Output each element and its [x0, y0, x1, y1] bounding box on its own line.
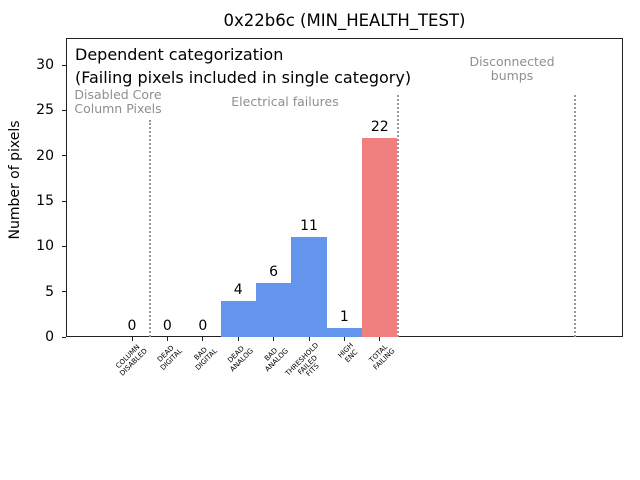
- bar: [291, 237, 327, 337]
- x-tick-label-text: THRESHOLD FAILED FITS: [283, 341, 321, 379]
- x-tick-mark: [308, 337, 310, 341]
- x-tick-mark: [379, 337, 381, 341]
- y-tick-label: 0: [45, 329, 54, 345]
- x-tick-mark: [237, 337, 239, 341]
- x-tick-mark: [202, 337, 204, 341]
- y-tick-mark: [62, 336, 66, 338]
- x-tick-label-text: DEAD DIGITAL: [155, 343, 184, 372]
- y-tick-mark: [62, 155, 66, 157]
- annotation-line: Disabled Core: [74, 87, 162, 102]
- annotation-disconnected-bumps: Disconnected bumps: [469, 55, 554, 82]
- y-tick-label: 15: [36, 193, 54, 210]
- x-tick-mark: [343, 337, 345, 341]
- x-tick-mark: [131, 337, 133, 341]
- x-tick-label-text: TOTAL FAILING: [367, 342, 397, 372]
- bar-value-label: 6: [269, 263, 279, 280]
- category-separator-line: [396, 95, 399, 337]
- y-tick-mark: [62, 291, 66, 293]
- y-tick-label: 25: [36, 102, 54, 119]
- bar: [220, 300, 256, 337]
- category-separator-line: [573, 95, 576, 337]
- y-tick-mark: [62, 64, 66, 66]
- x-tick-mark: [273, 337, 275, 341]
- category-separator-line: [148, 120, 151, 337]
- annotation-electrical-failures: Electrical failures: [231, 94, 339, 109]
- x-tick-label-text: HIGH ENC: [336, 341, 360, 364]
- y-tick-label: 20: [36, 147, 54, 164]
- x-tick-label-text: DEAD ANALOG: [226, 344, 255, 374]
- y-tick-label: 30: [36, 57, 54, 74]
- bar: [255, 282, 292, 337]
- y-tick-label: 5: [45, 283, 54, 300]
- chart-title: 0x22b6c (MIN_HEALTH_TEST): [223, 11, 466, 30]
- bar-value-label: 22: [370, 118, 389, 135]
- y-tick-mark: [62, 109, 66, 111]
- annotation-line: Disconnected: [469, 54, 555, 69]
- bar: [326, 327, 363, 337]
- annotation-line: Column Pixels: [74, 100, 162, 116]
- bar-value-label: 0: [198, 318, 208, 334]
- annotation-dependent-categorization: Dependent categorization: [75, 45, 284, 64]
- x-tick-mark: [166, 337, 168, 341]
- bar-value-label: 1: [339, 308, 349, 325]
- x-tick-label-text: COLUMN DISABLED: [114, 343, 149, 378]
- annotation-line: bumps: [490, 67, 534, 83]
- annotation-failing-pixels-note: (Failing pixels included in single categ…: [75, 68, 412, 87]
- bar-value-label: 0: [127, 318, 137, 334]
- annotation-disabled-core-column-pixels: Disabled Core Column Pixels: [74, 88, 161, 115]
- y-axis-label: Number of pixels: [7, 120, 23, 240]
- y-tick-label: 10: [36, 238, 54, 255]
- bar: [362, 137, 398, 337]
- x-tick-label-text: BAD DIGITAL: [193, 345, 220, 372]
- y-tick-mark: [62, 200, 66, 202]
- bar-value-label: 11: [300, 218, 318, 235]
- plot-area: [66, 38, 623, 337]
- y-tick-mark: [62, 245, 66, 247]
- bar-value-label: 4: [233, 281, 243, 298]
- bar-value-label: 0: [162, 318, 172, 334]
